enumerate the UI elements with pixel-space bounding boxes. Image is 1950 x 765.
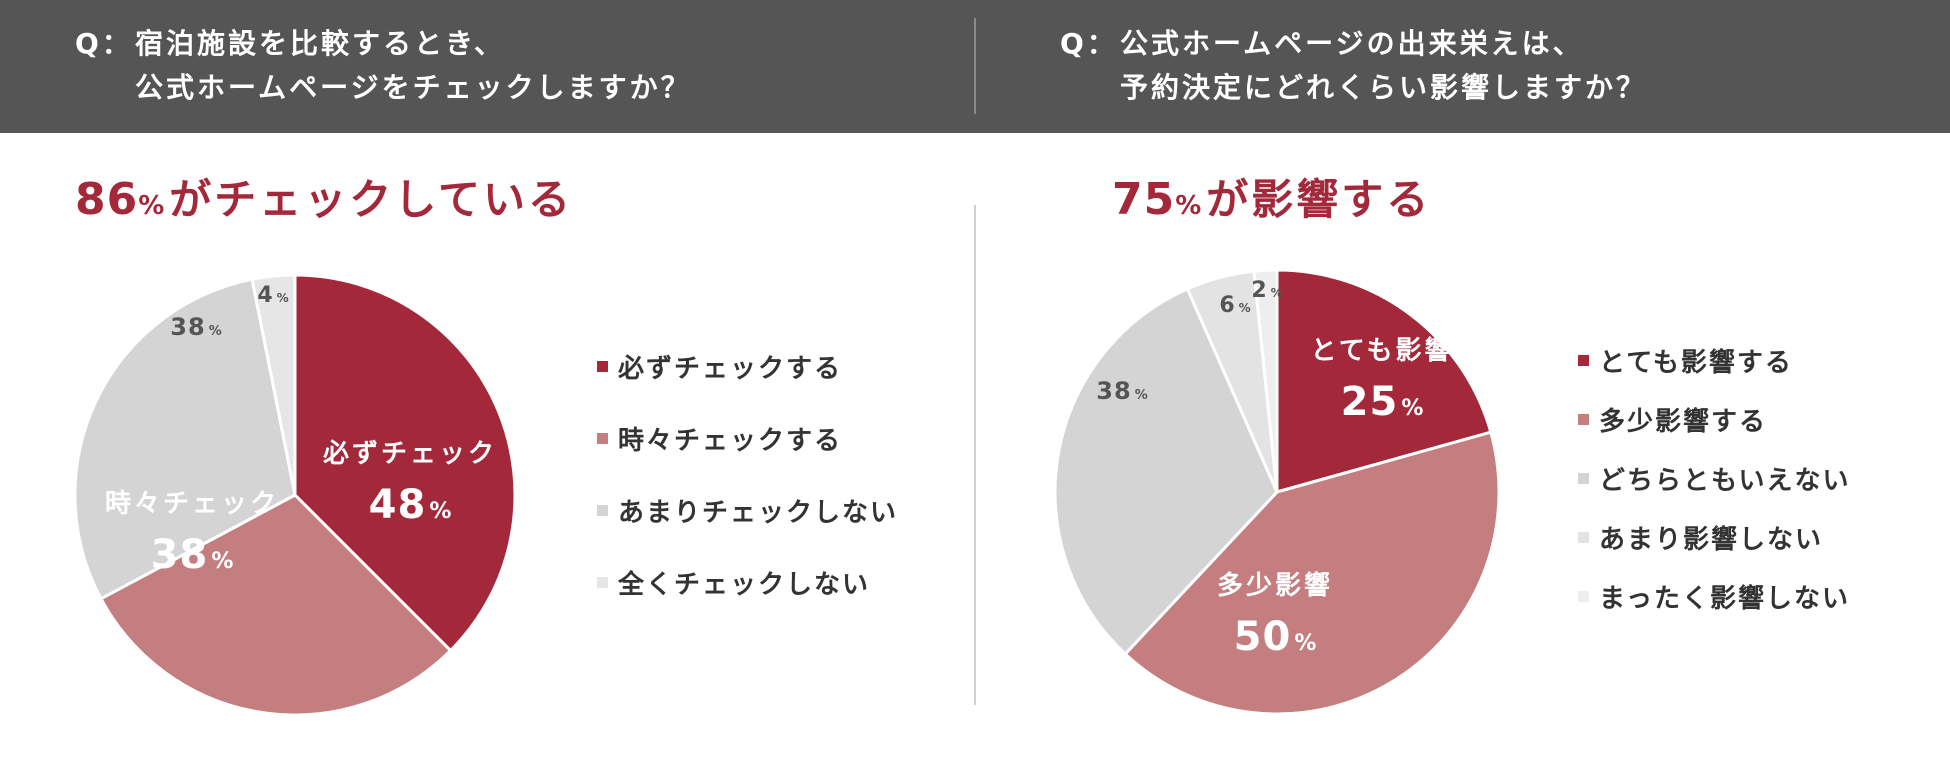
headline-left-text: がチェックしている	[169, 175, 574, 224]
pie-slice	[293, 273, 517, 653]
legend-swatch	[1578, 532, 1589, 543]
pie-slice	[1252, 268, 1279, 494]
legend-label: 時々チェックする	[618, 425, 843, 456]
slice-label-value: 38%	[151, 532, 234, 578]
pie-slice	[73, 277, 297, 601]
pie-slice	[250, 273, 297, 497]
question-left: Q：宿泊施設を比較するとき、 公式ホームページをチェックしますか？	[75, 22, 692, 110]
headline-left-number: 86	[75, 174, 139, 225]
pie-slice	[1275, 268, 1493, 494]
slice-label-name: 時々チェック	[105, 489, 279, 519]
legend-label: どちらともいえない	[1599, 466, 1851, 496]
legend-label: あまり影響しない	[1599, 525, 1824, 555]
headline-right-number: 75	[1112, 174, 1176, 225]
legend-item: 時々チェックする	[597, 402, 898, 474]
pie-slice	[1123, 430, 1501, 716]
headline-right-text: が影響する	[1206, 175, 1432, 224]
pie-slice	[1053, 287, 1279, 656]
slice-label-value: 48%	[369, 482, 452, 528]
header-divider	[974, 18, 976, 114]
legend-left: 必ずチェックする 時々チェックするあまりチェックしない 全くチェックしない	[597, 330, 898, 618]
slice-label-value: 25%	[1341, 379, 1424, 425]
legend-item: とても影響する	[1578, 331, 1850, 390]
legend-right: とても影響する 多少影響するどちらともいえない あまり影響しない まったく影響しない	[1578, 331, 1850, 626]
legend-label: まったく影響しない	[1599, 584, 1850, 614]
slice-label-value: 2%	[1251, 278, 1282, 303]
legend-swatch	[1578, 414, 1589, 425]
legend-item: まったく影響しない	[1578, 567, 1850, 626]
legend-swatch	[597, 504, 608, 516]
slice-label-value: 6%	[1219, 293, 1250, 318]
legend-label: 必ずチェックする	[618, 353, 843, 384]
legend-swatch	[1578, 473, 1589, 484]
question-left-line2: 公式ホームページをチェックしますか？	[135, 71, 692, 104]
question-left-line1: 宿泊施設を比較するとき、	[135, 27, 506, 60]
legend-label: あまりチェックしない	[618, 497, 899, 528]
legend-item: どちらともいえない	[1578, 449, 1850, 508]
legend-item: 必ずチェックする	[597, 330, 898, 402]
slice-label-name: 必ずチェック	[323, 439, 497, 469]
legend-swatch	[1578, 355, 1589, 366]
slice-label-name: とても影響	[1311, 335, 1454, 366]
slice-label-value: 38%	[170, 313, 221, 341]
slice-label-value: 50%	[1234, 614, 1317, 660]
slice-label-value: 38%	[1096, 377, 1147, 405]
legend-item: あまりチェックしない	[597, 474, 898, 546]
pie-slice	[99, 493, 453, 717]
headline-right-unit: %	[1175, 191, 1205, 221]
question-left-prefix: Q：	[75, 27, 133, 60]
content-divider	[974, 205, 976, 705]
legend-label: とても影響する	[1599, 348, 1793, 378]
pie-chart-left: 必ずチェック 48 % 時々チェック 38 % 38 % 4%	[73, 273, 517, 717]
legend-label: 全くチェックしない	[618, 569, 871, 600]
headline-right: 75%が影響する	[1112, 172, 1431, 234]
legend-swatch	[597, 432, 608, 444]
legend-item: あまり影響しない	[1578, 508, 1850, 567]
headline-left: 86%がチェックしている	[75, 172, 573, 234]
question-right-line2: 予約決定にどれくらい影響しますか？	[1120, 71, 1648, 104]
question-right-prefix: Q：	[1060, 27, 1118, 60]
slice-label-name: 多少影響	[1217, 570, 1333, 601]
question-right-line1: 公式ホームページの出来栄えは、	[1120, 27, 1584, 60]
legend-item: 多少影響する	[1578, 390, 1850, 449]
question-right: Q：公式ホームページの出来栄えは、 予約決定にどれくらい影響しますか？	[1060, 22, 1647, 110]
legend-swatch	[1578, 591, 1589, 602]
legend-label: 多少影響する	[1599, 407, 1768, 437]
legend-swatch	[597, 360, 608, 372]
legend-swatch	[597, 576, 608, 588]
headline-left-unit: %	[138, 191, 168, 221]
slice-label-value: 4%	[257, 283, 288, 308]
legend-item: 全くチェックしない	[597, 546, 898, 618]
pie-chart-right: とても影響 25 % 多少影響 50 % 38 % 6 %2%	[1053, 268, 1501, 716]
